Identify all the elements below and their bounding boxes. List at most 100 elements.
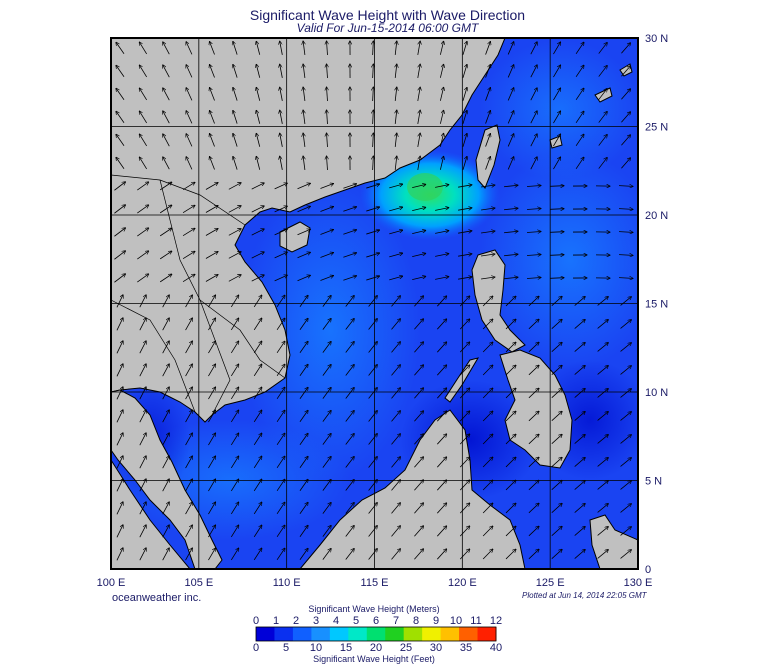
direction-arrow (205, 251, 218, 259)
direction-arrow (343, 184, 356, 189)
direction-arrow (163, 42, 170, 55)
direction-arrow (345, 387, 355, 399)
direction-arrow (459, 319, 470, 330)
direction-arrow (345, 410, 355, 422)
direction-arrow (459, 365, 470, 376)
direction-arrow (274, 206, 288, 213)
direction-arrow (230, 456, 238, 469)
direction-arrow (389, 207, 403, 212)
direction-arrow (553, 111, 560, 124)
direction-arrow (391, 296, 401, 307)
lat-label: 15 N (645, 299, 668, 311)
direction-arrow (526, 208, 541, 209)
direction-arrow (574, 296, 586, 306)
direction-arrow (485, 64, 491, 78)
direction-arrow (417, 87, 420, 101)
direction-arrow (395, 133, 397, 148)
direction-arrow (620, 550, 632, 559)
direction-arrow (256, 87, 261, 101)
direction-arrow (116, 88, 125, 100)
direction-arrow (116, 387, 123, 400)
direction-arrow (373, 110, 374, 125)
direction-arrow (618, 209, 633, 210)
direction-arrow (208, 456, 215, 469)
direction-arrow (485, 110, 491, 124)
direction-arrow (462, 87, 467, 101)
direction-arrow (553, 134, 560, 147)
direction-arrow (598, 157, 608, 169)
direction-arrow (551, 365, 562, 375)
direction-arrow (162, 525, 170, 538)
direction-arrow (209, 110, 215, 124)
direction-arrow (228, 183, 241, 190)
direction-arrow (417, 110, 420, 124)
lat-label: 25 N (645, 122, 668, 134)
direction-arrow (230, 502, 238, 515)
feet-tick: 0 (253, 642, 259, 654)
direction-arrow (327, 64, 328, 79)
direction-arrow (228, 206, 241, 213)
latitude-labels: 30 N 25 N 20 N 15 N 10 N 5 N 0 (645, 33, 668, 576)
direction-arrow (162, 548, 170, 561)
direction-arrow (526, 254, 541, 255)
direction-arrow (139, 456, 146, 469)
direction-arrow (414, 549, 423, 560)
direction-arrow (391, 526, 401, 537)
direction-arrow (551, 503, 562, 513)
direction-arrow (253, 456, 262, 469)
direction-arrow (462, 156, 467, 170)
direction-arrow (205, 274, 218, 282)
direction-arrow (620, 527, 632, 536)
direction-arrow (345, 341, 355, 353)
country-borders (111, 174, 286, 416)
direction-arrow (137, 251, 148, 260)
direction-arrow (389, 230, 403, 235)
direction-arrow (327, 156, 328, 171)
direction-arrow (320, 276, 333, 281)
direction-arrow (256, 133, 261, 147)
direction-arrow (389, 253, 403, 258)
direction-arrow (368, 457, 378, 468)
direction-arrow (116, 111, 125, 123)
direction-arrow (253, 433, 262, 446)
direction-arrow (162, 341, 170, 354)
direction-arrow (597, 343, 609, 352)
direction-arrow (327, 87, 328, 102)
direction-arrow (574, 480, 586, 490)
direction-arrow (137, 228, 148, 237)
direction-arrow (620, 297, 632, 306)
direction-arrow (137, 274, 148, 283)
direction-arrow (253, 525, 262, 538)
direction-arrow (163, 157, 170, 170)
direction-arrow (208, 341, 215, 354)
direction-arrow (233, 110, 238, 124)
direction-arrow (322, 387, 331, 399)
direction-arrow (389, 276, 403, 281)
direction-arrow (303, 110, 305, 124)
direction-arrow (395, 41, 397, 56)
direction-arrow (276, 364, 285, 377)
direction-arrow (139, 134, 148, 147)
direction-arrow (574, 319, 586, 329)
direction-arrow (163, 65, 170, 78)
direction-arrow (368, 480, 378, 491)
direction-arrow (186, 65, 193, 78)
direction-arrow (280, 133, 283, 147)
direction-arrow (437, 457, 446, 468)
direction-arrow (503, 277, 518, 278)
direction-arrow (228, 229, 241, 236)
feet-tick: 30 (430, 642, 442, 654)
direction-arrow (320, 253, 333, 258)
direction-arrow (253, 410, 262, 423)
direction-arrow (280, 87, 283, 101)
direction-arrow (417, 64, 420, 78)
direction-arrow (345, 502, 355, 514)
lon-label: 125 E (536, 577, 565, 589)
direction-arrow (256, 156, 261, 170)
direction-arrow (299, 341, 308, 353)
direction-arrow (208, 410, 215, 423)
direction-arrow (233, 156, 238, 170)
meters-tick: 12 (490, 615, 502, 627)
direction-arrow (620, 320, 632, 329)
feet-tick: 15 (340, 642, 352, 654)
